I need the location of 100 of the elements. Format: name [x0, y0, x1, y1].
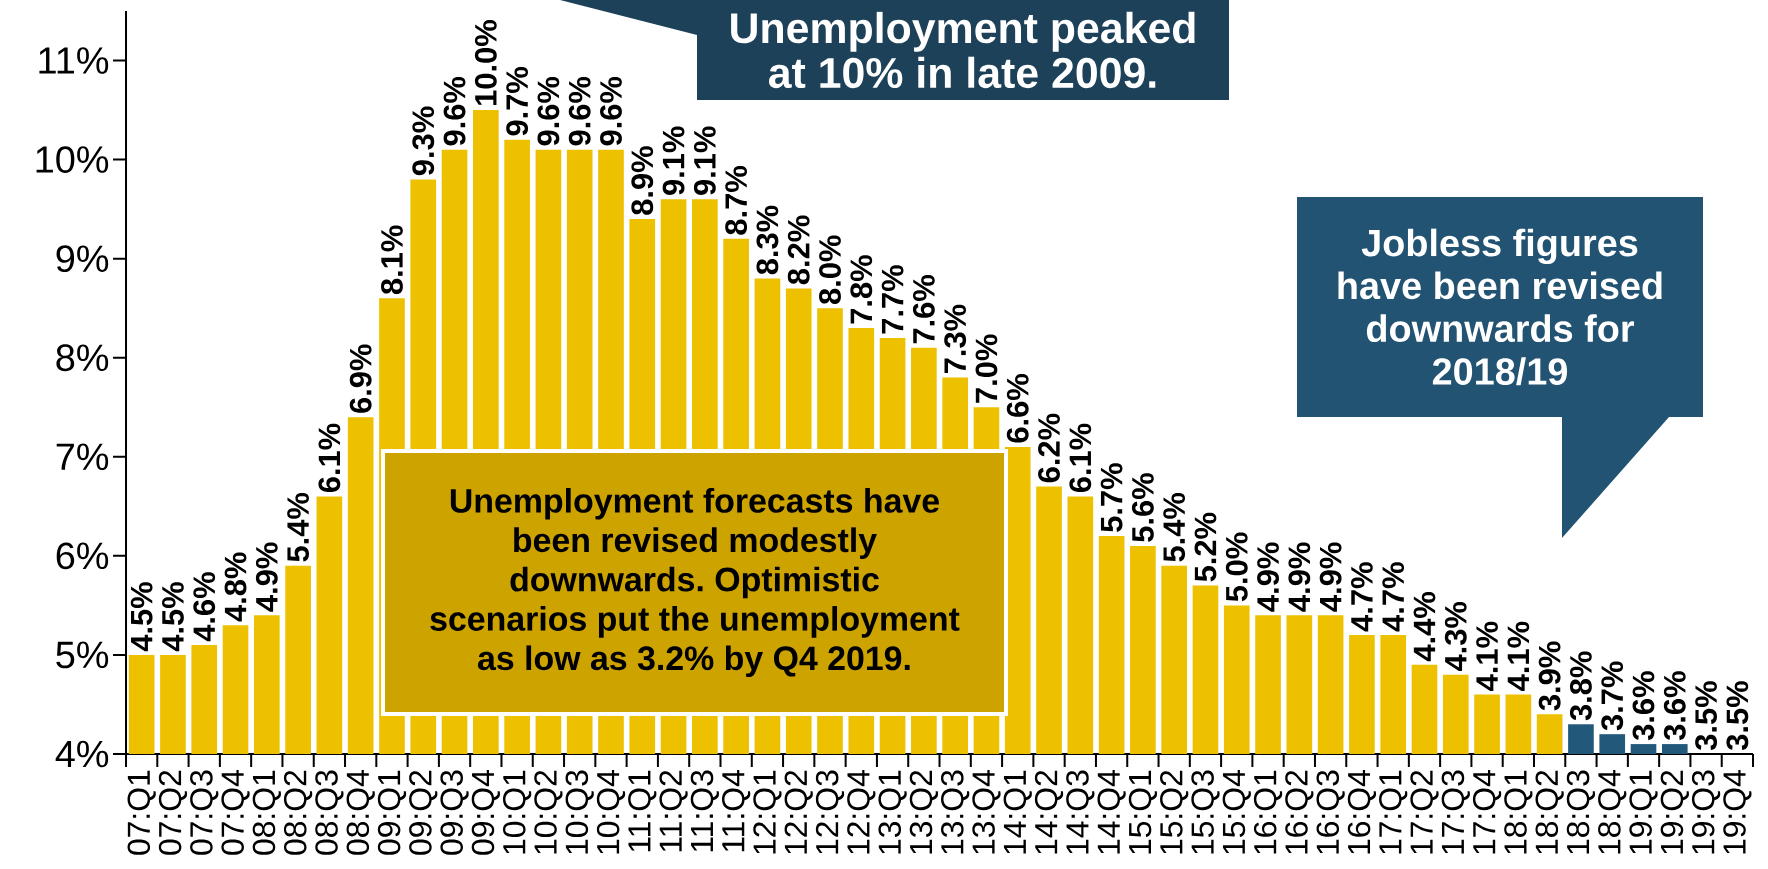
data-label: 9.6%	[600, 76, 622, 146]
data-label: 6.6%	[1006, 374, 1029, 443]
data-label: 9.1%	[662, 126, 685, 195]
data-label: 4.8%	[224, 552, 247, 622]
data-label: 8.1%	[381, 225, 403, 295]
data-label: 8.7%	[725, 166, 748, 235]
data-label: 4.7%	[1351, 562, 1373, 632]
data-label: 4.9%	[1288, 542, 1311, 612]
data-label: 6.1%	[1069, 423, 1092, 493]
data-label: 9.1%	[693, 126, 716, 195]
data-label: 8.9%	[631, 146, 654, 215]
data-label: 9.6%	[443, 76, 466, 146]
x-tick-label: 13:Q2	[909, 770, 938, 854]
data-label: 8.3%	[756, 205, 779, 275]
x-tick-label: 16:Q3	[1316, 770, 1345, 854]
data-label: 7.8%	[850, 255, 873, 324]
x-tick-label: 10:Q1	[502, 770, 532, 854]
data-label: 8.2%	[787, 215, 810, 285]
y-tick-label: 6%	[56, 542, 109, 570]
data-label: 4.9%	[1319, 542, 1342, 612]
x-tick-label: 08:Q1	[252, 770, 281, 855]
data-label: 4.7%	[1382, 562, 1405, 632]
x-tick-label: 10:Q2	[534, 770, 563, 854]
x-tick-label: 09:Q4	[471, 770, 500, 855]
data-label: 6.1%	[318, 423, 341, 493]
data-label: 6.9%	[349, 344, 372, 413]
annotation: Unemployment peaked at 10% in late 2009.	[731, 11, 1195, 89]
data-label: 5.7%	[1100, 463, 1123, 532]
data-label: 6.2%	[1038, 413, 1060, 483]
x-tick-label: 12:Q3	[815, 770, 845, 854]
data-label: 5.4%	[1163, 492, 1186, 562]
x-tick-label: 17:Q2	[1410, 770, 1439, 854]
x-tick-label: 17:Q3	[1441, 770, 1470, 854]
x-tick-label: 16:Q4	[1347, 770, 1377, 854]
data-label: 4.6%	[193, 572, 216, 642]
annotation: Jobless figures have been revised downwards for 2018/19	[1338, 228, 1662, 386]
x-tick-label: 11:Q2	[659, 770, 688, 852]
x-tick-label: 07:Q1	[127, 770, 156, 855]
data-label: 7.7%	[881, 265, 904, 334]
data-label: 5.4%	[287, 492, 309, 562]
data-label: 4.1%	[1507, 621, 1530, 691]
data-label: 9.7%	[506, 66, 529, 136]
x-tick-label: 17:Q4	[1472, 770, 1502, 854]
y-tick-label: 7%	[56, 443, 109, 471]
data-label: 5.6%	[1131, 473, 1154, 542]
data-label: 4.9%	[255, 542, 278, 612]
x-tick-label: 13:Q4	[972, 770, 1001, 854]
x-tick-label: 19:Q4	[1723, 770, 1752, 854]
data-label: 4.9%	[1257, 542, 1279, 612]
data-label: 9.6%	[537, 76, 560, 146]
x-tick-label: 15:Q1	[1128, 770, 1158, 854]
x-tick-label: 08:Q4	[346, 770, 375, 855]
x-tick-label: 14:Q1	[1003, 770, 1032, 854]
data-label: 3.6%	[1632, 671, 1655, 741]
x-tick-label: 11:Q4	[722, 770, 751, 852]
x-tick-label: 15:Q4	[1222, 770, 1251, 854]
x-tick-label: 10:Q3	[565, 770, 594, 854]
y-tick-label: 10%	[36, 146, 109, 173]
x-tick-label: 07:Q2	[158, 770, 188, 855]
x-tick-label: 09:Q3	[440, 770, 469, 855]
x-tick-label: 19:Q3	[1691, 770, 1721, 854]
x-tick-label: 11:Q1	[628, 770, 657, 852]
data-label: 9.6%	[568, 76, 591, 146]
data-label: 10.0%	[474, 20, 497, 105]
x-tick-label: 08:Q2	[283, 770, 313, 855]
y-tick-label: 9%	[56, 245, 109, 273]
x-tick-label: 18:Q4	[1598, 770, 1627, 854]
x-tick-label: 18:Q1	[1504, 770, 1533, 854]
data-label: 9.3%	[412, 106, 435, 176]
x-tick-label: 16:Q2	[1285, 770, 1314, 854]
data-label: 4.4%	[1413, 592, 1436, 662]
x-tick-label: 11:Q3	[690, 770, 719, 852]
x-tick-label: 19:Q2	[1660, 770, 1689, 854]
x-tick-label: 08:Q3	[315, 770, 344, 855]
data-label: 3.5%	[1726, 681, 1749, 751]
x-tick-label: 14:Q4	[1097, 770, 1126, 854]
data-label: 7.0%	[975, 334, 998, 403]
data-label: 3.8%	[1569, 651, 1592, 721]
x-tick-label: 13:Q1	[878, 770, 907, 854]
x-tick-label: 14:Q3	[1066, 770, 1095, 854]
data-label: 4.5%	[130, 582, 153, 652]
x-tick-label: 14:Q2	[1034, 770, 1064, 854]
data-label: 5.0%	[1225, 532, 1248, 602]
data-label: 3.7%	[1601, 661, 1624, 731]
x-tick-label: 15:Q2	[1160, 770, 1189, 854]
x-tick-label: 07:Q3	[190, 770, 219, 855]
data-label: 7.6%	[912, 275, 935, 344]
x-tick-label: 13:Q3	[941, 770, 970, 854]
x-tick-label: 09:Q1	[377, 770, 407, 855]
x-tick-label: 09:Q2	[409, 770, 438, 855]
x-tick-label: 12:Q1	[753, 770, 782, 854]
annotation: Unemployment forecasts have been revised modestly downwards. Optimistic scenarios put the unemployment as low as 3.2% by Q4 2019.	[430, 487, 960, 677]
data-label: 3.6%	[1663, 671, 1686, 741]
x-tick-label: 07:Q4	[221, 770, 250, 855]
x-tick-label: 10:Q4	[596, 770, 626, 854]
x-tick-label: 12:Q2	[784, 770, 813, 854]
x-tick-label: 19:Q1	[1629, 770, 1658, 854]
x-tick-label: 16:Q1	[1253, 770, 1283, 854]
data-label: 4.5%	[162, 582, 184, 652]
x-tick-label: 18:Q2	[1535, 770, 1564, 854]
